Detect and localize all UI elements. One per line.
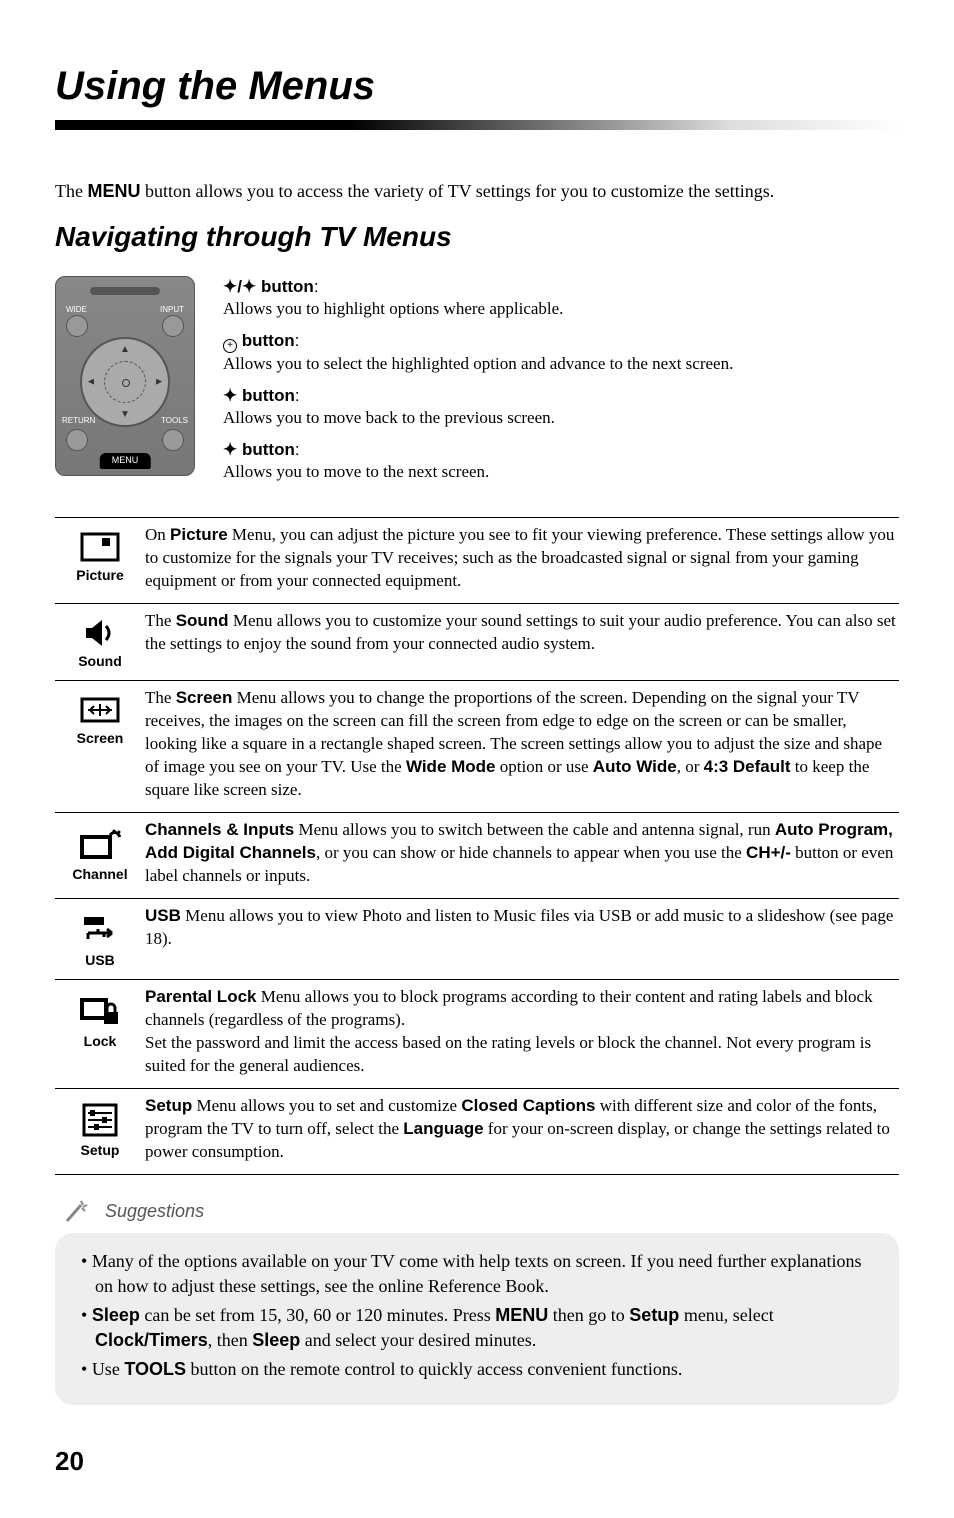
enter-desc: Allows you to select the highlighted opt… [223, 353, 899, 375]
left-button-def: ✦ button: Allows you to move back to the… [223, 385, 899, 429]
remote-illustration: WIDE INPUT ▲▼ ◄► RETURN TOOLS MENU [55, 276, 195, 476]
remote-label-wide: WIDE [66, 305, 87, 315]
menu-table: Picture On Picture Menu, you can adjust … [55, 517, 899, 1174]
intro-pre: The [55, 181, 87, 201]
left-desc: Allows you to move back to the previous … [223, 407, 899, 429]
right-button-def: ✦ button: Allows you to move to the next… [223, 439, 899, 483]
sound-desc: The Sound Menu allows you to customize y… [145, 604, 899, 681]
lock-icon [78, 994, 122, 1028]
enter-label: button [237, 331, 295, 350]
remote-label-input: INPUT [160, 305, 184, 315]
remote-label-tools: TOOLS [161, 416, 188, 426]
table-row: Setup Setup Menu allows you to set and c… [55, 1088, 899, 1174]
button-definitions: ✦/✦ button: Allows you to highlight opti… [223, 276, 899, 494]
table-row: Channel Channels & Inputs Menu allows yo… [55, 813, 899, 899]
intro-bold: MENU [87, 181, 140, 201]
remote-label-return: RETURN [62, 416, 95, 426]
navigation-section: WIDE INPUT ▲▼ ◄► RETURN TOOLS MENU ✦/✦ b… [55, 276, 899, 494]
enter-button-def: + button: Allows you to select the highl… [223, 330, 899, 375]
table-row: Picture On Picture Menu, you can adjust … [55, 518, 899, 604]
title-divider [55, 120, 899, 130]
right-desc: Allows you to move to the next screen. [223, 461, 899, 483]
remote-return-button [66, 429, 88, 451]
setup-desc: Setup Menu allows you to set and customi… [145, 1088, 899, 1174]
table-row: Screen The Screen Menu allows you to cha… [55, 681, 899, 813]
channel-desc: Channels & Inputs Menu allows you to swi… [145, 813, 899, 899]
screen-desc: The Screen Menu allows you to change the… [145, 681, 899, 813]
page-number: 20 [55, 1445, 899, 1479]
right-label: button [237, 440, 295, 459]
remote-wide-button [66, 315, 88, 337]
wand-icon [61, 1197, 95, 1227]
suggestion-item: Many of the options available on your TV… [95, 1249, 875, 1299]
table-row: Sound The Sound Menu allows you to custo… [55, 604, 899, 681]
picture-icon [80, 532, 120, 562]
updown-desc: Allows you to highlight options where ap… [223, 298, 899, 320]
usb-icon [78, 913, 122, 947]
left-label: button [237, 386, 295, 405]
updown-button-def: ✦/✦ button: Allows you to highlight opti… [223, 276, 899, 320]
screen-label: Screen [77, 730, 124, 746]
remote-input-button [162, 315, 184, 337]
setup-icon [80, 1103, 120, 1137]
suggestion-item: Sleep can be set from 15, 30, 60 or 120 … [95, 1303, 875, 1353]
sound-label: Sound [78, 653, 122, 669]
table-row: USB USB Menu allows you to view Photo an… [55, 898, 899, 979]
picture-label: Picture [76, 567, 123, 583]
suggestion-item: Use TOOLS button on the remote control t… [95, 1357, 875, 1382]
sound-icon [80, 618, 120, 648]
page-title: Using the Menus [55, 60, 899, 112]
intro-text: The MENU button allows you to access the… [55, 180, 899, 203]
picture-desc: On Picture Menu, you can adjust the pict… [145, 518, 899, 604]
updown-label: button [256, 277, 314, 296]
suggestions-heading: Suggestions [105, 1200, 204, 1223]
lock-desc: Parental Lock Menu allows you to block p… [145, 980, 899, 1089]
remote-tools-button [162, 429, 184, 451]
lock-label: Lock [84, 1033, 117, 1049]
remote-menu-button: MENU [100, 453, 151, 469]
channel-label: Channel [72, 866, 127, 882]
suggestions-section: Suggestions Many of the options availabl… [55, 1197, 899, 1405]
usb-label: USB [85, 952, 115, 968]
table-row: Lock Parental Lock Menu allows you to bl… [55, 980, 899, 1089]
usb-desc: USB Menu allows you to view Photo and li… [145, 898, 899, 979]
intro-post: button allows you to access the variety … [140, 181, 774, 201]
setup-label: Setup [81, 1142, 120, 1158]
remote-dpad: ▲▼ ◄► [80, 337, 170, 427]
section-subtitle: Navigating through TV Menus [55, 219, 899, 255]
channel-icon [78, 827, 122, 861]
screen-icon [80, 695, 120, 725]
enter-icon: + [223, 339, 237, 353]
suggestions-box: Many of the options available on your TV… [55, 1233, 899, 1405]
